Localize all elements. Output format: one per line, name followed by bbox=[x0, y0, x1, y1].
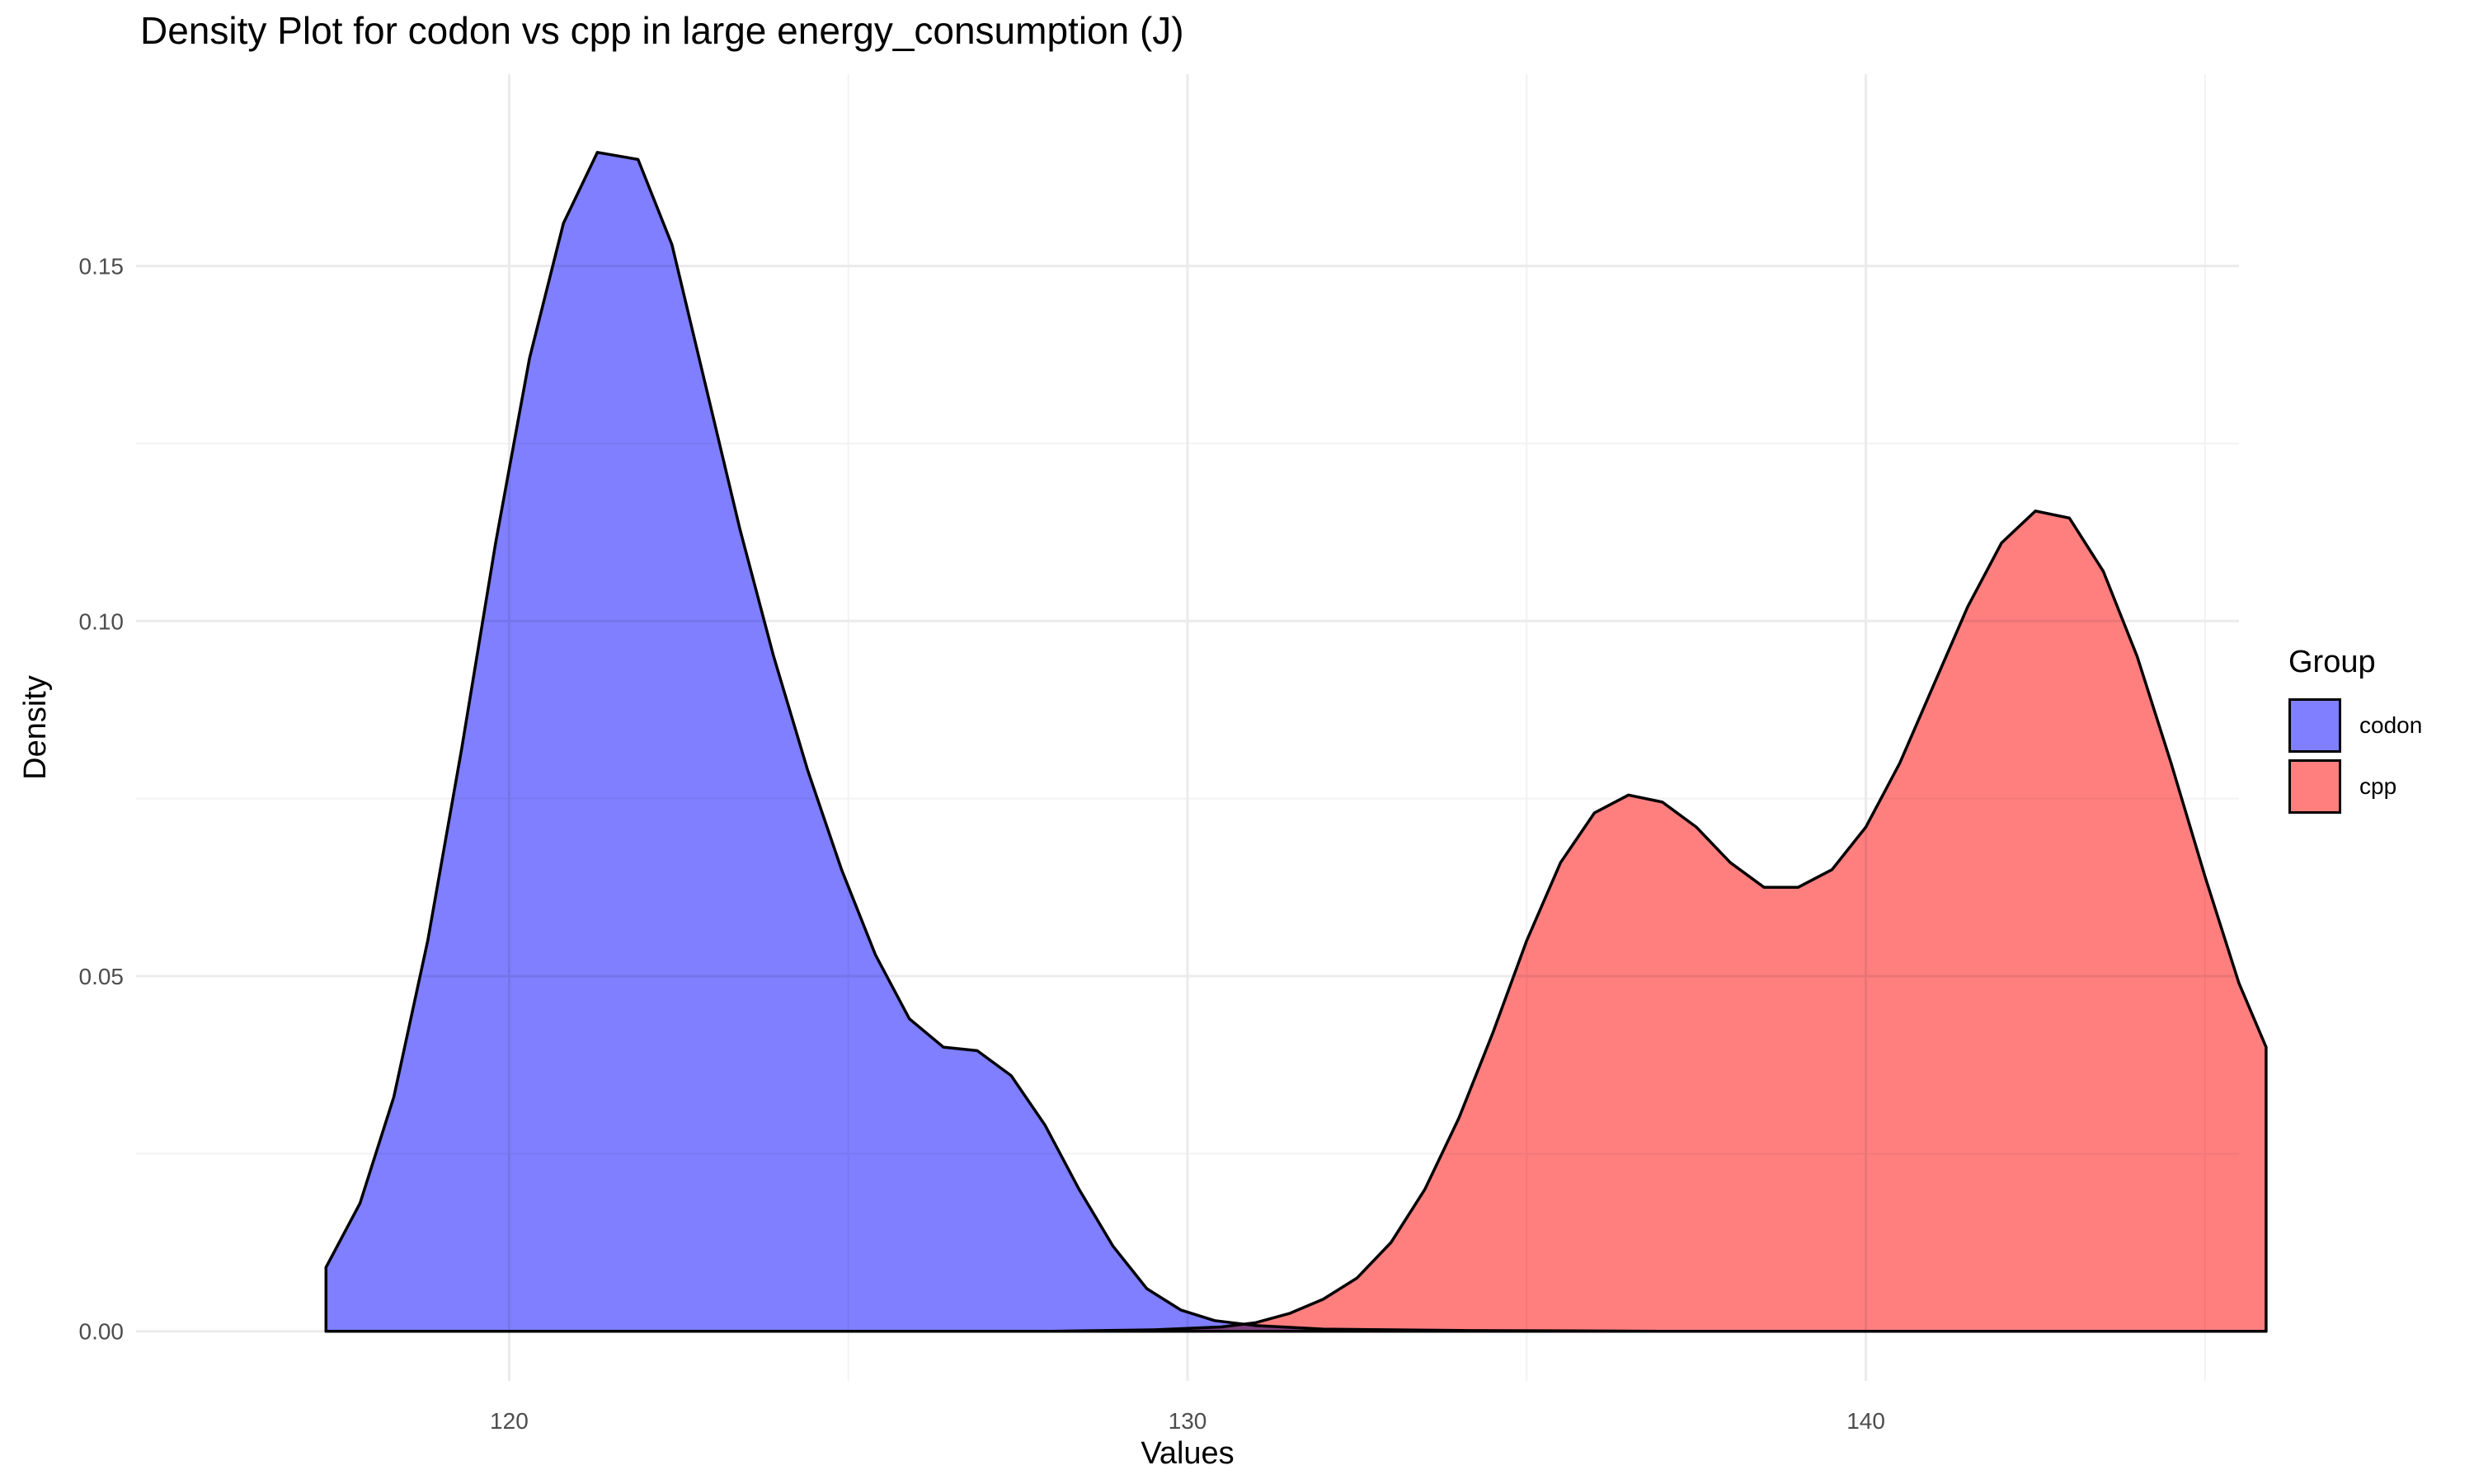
x-tick-label: 130 bbox=[1169, 1408, 1207, 1434]
legend-title: Group bbox=[2288, 645, 2376, 679]
legend-swatch-cpp bbox=[2288, 759, 2341, 814]
legend-item-codon: codon bbox=[2288, 695, 2422, 756]
legend-item-cpp: cpp bbox=[2288, 756, 2422, 817]
y-axis-title: Density bbox=[18, 675, 53, 780]
legend-label-codon: codon bbox=[2359, 712, 2423, 738]
y-tick-label: 0.10 bbox=[79, 608, 125, 634]
y-tick-label: 0.05 bbox=[79, 964, 125, 989]
legend-label-cpp: cpp bbox=[2359, 773, 2397, 799]
legend: Group codon cpp bbox=[2288, 645, 2422, 817]
x-tick-label: 140 bbox=[1846, 1408, 1885, 1434]
x-axis-title: Values bbox=[1141, 1436, 1234, 1471]
density-area-cpp bbox=[324, 510, 2268, 1333]
x-tick-label: 120 bbox=[490, 1408, 529, 1434]
y-tick-label: 0.00 bbox=[79, 1319, 125, 1345]
y-tick-label: 0.15 bbox=[79, 254, 125, 279]
chart-title: Density Plot for codon vs cpp in large e… bbox=[140, 9, 1184, 52]
legend-swatch-codon bbox=[2288, 698, 2341, 753]
